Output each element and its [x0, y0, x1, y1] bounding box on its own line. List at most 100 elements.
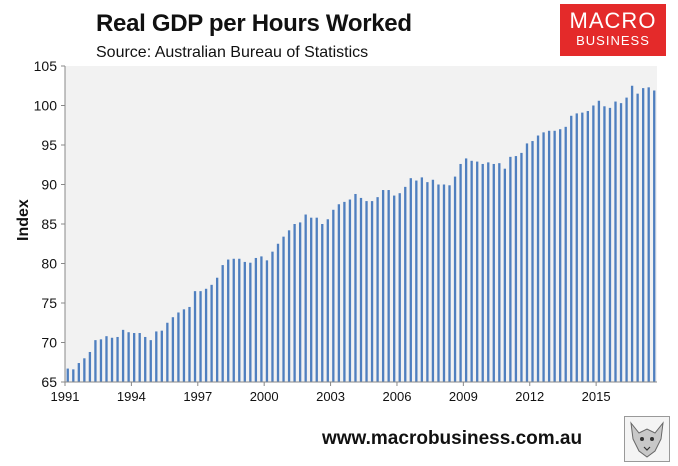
bar — [121, 329, 125, 382]
x-tick-labels: 1991 1994 1997 2000 2003 2006 2009 2012 2015 — [51, 389, 611, 404]
bar — [404, 186, 407, 382]
bar — [431, 179, 435, 382]
bar — [509, 156, 512, 382]
y-tick-label: 65 — [41, 374, 57, 390]
x-tick-label: 2012 — [515, 389, 544, 404]
bar — [531, 141, 534, 382]
bar — [221, 265, 224, 382]
bar — [332, 209, 335, 382]
bar — [487, 162, 490, 382]
bar — [354, 193, 357, 382]
bar — [564, 126, 567, 382]
bar — [276, 243, 280, 382]
bar — [171, 317, 175, 382]
bar — [481, 163, 484, 382]
bar — [94, 340, 97, 382]
bar — [525, 143, 529, 382]
bar — [232, 258, 235, 382]
bar — [293, 224, 296, 382]
bar — [442, 184, 446, 382]
bar — [586, 111, 589, 382]
bar — [105, 336, 108, 382]
bar — [464, 158, 468, 382]
bar — [370, 201, 374, 382]
bar — [166, 322, 169, 382]
bar — [238, 258, 241, 382]
bar — [520, 152, 523, 382]
wolf-logo-icon — [624, 416, 670, 462]
x-tick-label: 2006 — [383, 389, 412, 404]
y-tick-label: 100 — [34, 98, 58, 114]
bar — [636, 93, 639, 383]
bar — [210, 284, 213, 382]
bar — [227, 259, 230, 382]
bar — [77, 363, 80, 382]
bar — [160, 330, 163, 382]
bar — [298, 222, 302, 382]
x-tick-label: 1997 — [183, 389, 212, 404]
bar — [326, 219, 329, 382]
bar — [420, 177, 424, 382]
bar — [249, 262, 252, 382]
y-tick-label: 85 — [41, 216, 57, 232]
bar — [199, 291, 202, 382]
bar — [127, 332, 130, 382]
bar — [630, 85, 634, 382]
macrobusiness-logo: MACRO BUSINESS — [560, 4, 666, 56]
bar — [304, 214, 307, 382]
bar — [559, 129, 562, 382]
bar — [625, 97, 628, 382]
bar — [642, 88, 645, 383]
bar — [647, 87, 650, 382]
bar — [592, 105, 595, 382]
chart-title: Real GDP per Hours Worked — [96, 10, 412, 37]
bar — [547, 130, 551, 382]
bar — [265, 260, 269, 382]
y-tick-label: 70 — [41, 335, 57, 351]
bar — [83, 358, 86, 382]
bar — [116, 336, 119, 382]
bar — [608, 107, 612, 383]
x-tick-label: 2009 — [449, 389, 478, 404]
bar — [182, 309, 186, 382]
bar — [476, 161, 479, 382]
x-tick-label: 1991 — [51, 389, 80, 404]
bar — [470, 160, 473, 382]
y-tick-label: 105 — [34, 58, 58, 74]
bar — [398, 193, 401, 382]
bar — [503, 168, 507, 382]
bar — [138, 333, 141, 382]
bar — [144, 336, 147, 382]
bar — [553, 130, 556, 382]
bar — [243, 261, 246, 382]
bar — [282, 236, 285, 382]
bar — [437, 184, 440, 382]
bar — [453, 176, 457, 382]
bar-series — [66, 85, 656, 383]
bar — [155, 331, 158, 382]
bar — [149, 340, 152, 382]
bar — [603, 106, 606, 382]
logo-line-1: MACRO — [569, 8, 657, 33]
y-tick-label: 75 — [41, 295, 57, 311]
bar — [459, 163, 462, 382]
y-tick-label: 90 — [41, 177, 57, 193]
bar — [260, 256, 263, 382]
bar — [409, 178, 412, 382]
x-tick-label: 1994 — [117, 389, 146, 404]
bar — [426, 182, 429, 382]
chart-subtitle: Source: Australian Bureau of Statistics — [96, 44, 369, 61]
bar — [66, 368, 69, 382]
bar — [271, 251, 274, 382]
bar — [448, 185, 451, 382]
axes — [61, 65, 657, 386]
bar — [337, 204, 341, 382]
x-tick-label: 2003 — [316, 389, 345, 404]
bar — [188, 306, 191, 382]
bar — [193, 291, 197, 382]
bar — [387, 190, 390, 382]
bar — [619, 103, 623, 382]
bar — [498, 163, 501, 382]
y-tick-labels: 65 70 75 80 85 90 95 100 105 — [34, 58, 58, 390]
